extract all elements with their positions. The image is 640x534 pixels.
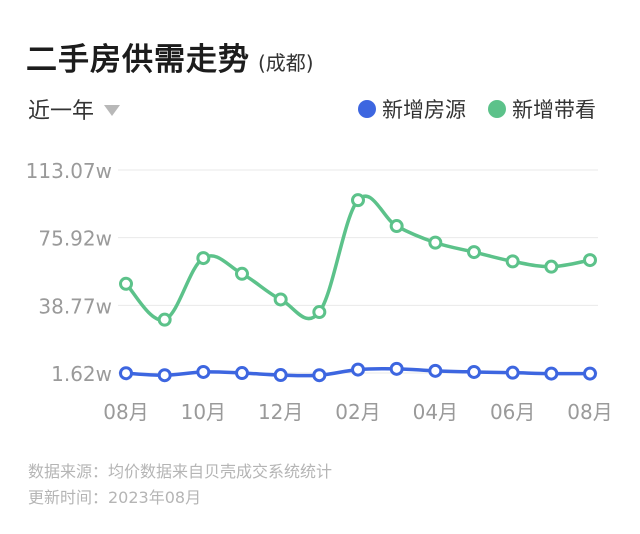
data-point-demand xyxy=(544,259,559,274)
x-tick-label: 08月 xyxy=(103,400,148,424)
data-point-demand xyxy=(119,276,133,291)
series-line-demand xyxy=(124,194,592,322)
legend-dot-supply xyxy=(358,100,376,118)
time-range-dropdown[interactable]: 近一年 xyxy=(28,93,121,125)
x-tick-label: 06月 xyxy=(490,400,535,424)
legend-dot-demand xyxy=(488,100,506,118)
data-point-demand xyxy=(583,253,597,268)
page-title: 二手房供需走势 xyxy=(26,42,250,78)
y-tick-label: 75.92w xyxy=(38,227,112,251)
data-point-supply xyxy=(583,366,597,381)
data-point-demand xyxy=(273,292,288,307)
y-tick-label: 113.07w xyxy=(26,159,112,183)
data-point-supply xyxy=(467,364,481,379)
caret-down-icon xyxy=(104,104,121,116)
time-range-label: 近一年 xyxy=(28,99,95,124)
x-tick-label: 04月 xyxy=(413,400,458,424)
data-point-supply xyxy=(428,363,443,378)
data-point-demand xyxy=(467,245,481,260)
data-point-supply xyxy=(544,366,559,381)
city-subtitle: (成都) xyxy=(258,51,314,75)
data-point-supply xyxy=(157,368,172,383)
update-time-note: 更新时间：2023年08月 xyxy=(28,488,202,507)
legend-label-demand: 新增带看 xyxy=(512,98,596,122)
data-point-supply xyxy=(235,366,249,381)
x-tick-label: 10月 xyxy=(181,400,226,424)
data-point-demand xyxy=(505,254,520,269)
legend-label-supply: 新增房源 xyxy=(382,98,466,122)
data-point-supply xyxy=(505,365,520,380)
data-source-note: 数据来源：均价数据来自贝壳成交系统统计 xyxy=(28,462,333,481)
x-tick-label: 02月 xyxy=(335,400,380,424)
x-tick-label: 12月 xyxy=(258,400,303,424)
data-point-supply xyxy=(351,362,365,377)
data-point-supply xyxy=(196,364,211,379)
data-point-demand xyxy=(428,235,443,250)
legend-item-supply[interactable]: 新增房源 xyxy=(358,94,466,124)
y-tick-label: 38.77w xyxy=(38,294,112,318)
data-point-supply xyxy=(312,368,327,383)
data-point-supply xyxy=(273,368,288,383)
data-point-demand xyxy=(312,305,327,320)
data-point-supply xyxy=(119,366,133,381)
data-point-demand xyxy=(389,219,404,234)
x-tick-label: 08月 xyxy=(567,400,612,424)
chart-legend: 新增房源 新增带看 xyxy=(336,94,596,124)
data-point-demand xyxy=(196,251,211,266)
y-tick-label: 1.62w xyxy=(51,362,112,386)
data-point-demand xyxy=(157,312,172,327)
data-point-supply xyxy=(389,361,404,376)
data-point-demand xyxy=(235,266,249,281)
data-point-demand xyxy=(351,193,365,208)
legend-item-demand[interactable]: 新增带看 xyxy=(488,94,596,124)
title-row: 二手房供需走势 (成都) xyxy=(26,34,314,79)
